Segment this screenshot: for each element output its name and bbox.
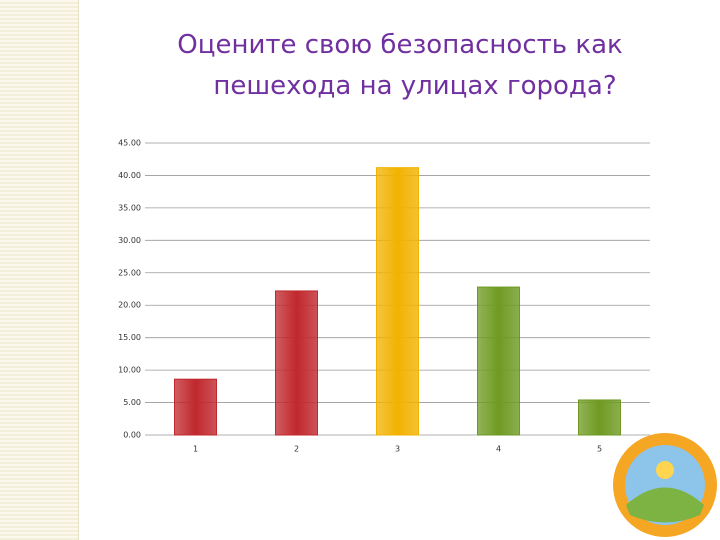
bar (578, 399, 621, 436)
y-tick-label: 10.00 (118, 366, 141, 375)
title-line: Оцените свою безопасность как (177, 30, 623, 60)
bar (174, 378, 217, 436)
y-tick-label: 5.00 (123, 398, 141, 407)
bar (477, 286, 520, 436)
x-tick-label: 2 (294, 445, 299, 454)
title-line: пешехода на улицах города? (213, 71, 617, 101)
logo (613, 433, 717, 537)
y-tick-label: 30.00 (118, 236, 141, 245)
y-tick-label: 40.00 (118, 171, 141, 180)
x-tick-label: 4 (496, 445, 501, 454)
x-tick-label: 1 (193, 445, 198, 454)
y-tick-label: 0.00 (123, 431, 141, 440)
y-tick-label: 45.00 (118, 139, 141, 148)
x-tick-label: 5 (597, 445, 602, 454)
bar (376, 167, 419, 436)
decor-strip (0, 0, 79, 540)
bar (275, 290, 318, 436)
y-tick-label: 20.00 (118, 301, 141, 310)
y-tick-label: 35.00 (118, 203, 141, 212)
y-tick-label: 15.00 (118, 333, 141, 342)
x-tick-label: 3 (395, 445, 400, 454)
y-tick-label: 25.00 (118, 268, 141, 277)
